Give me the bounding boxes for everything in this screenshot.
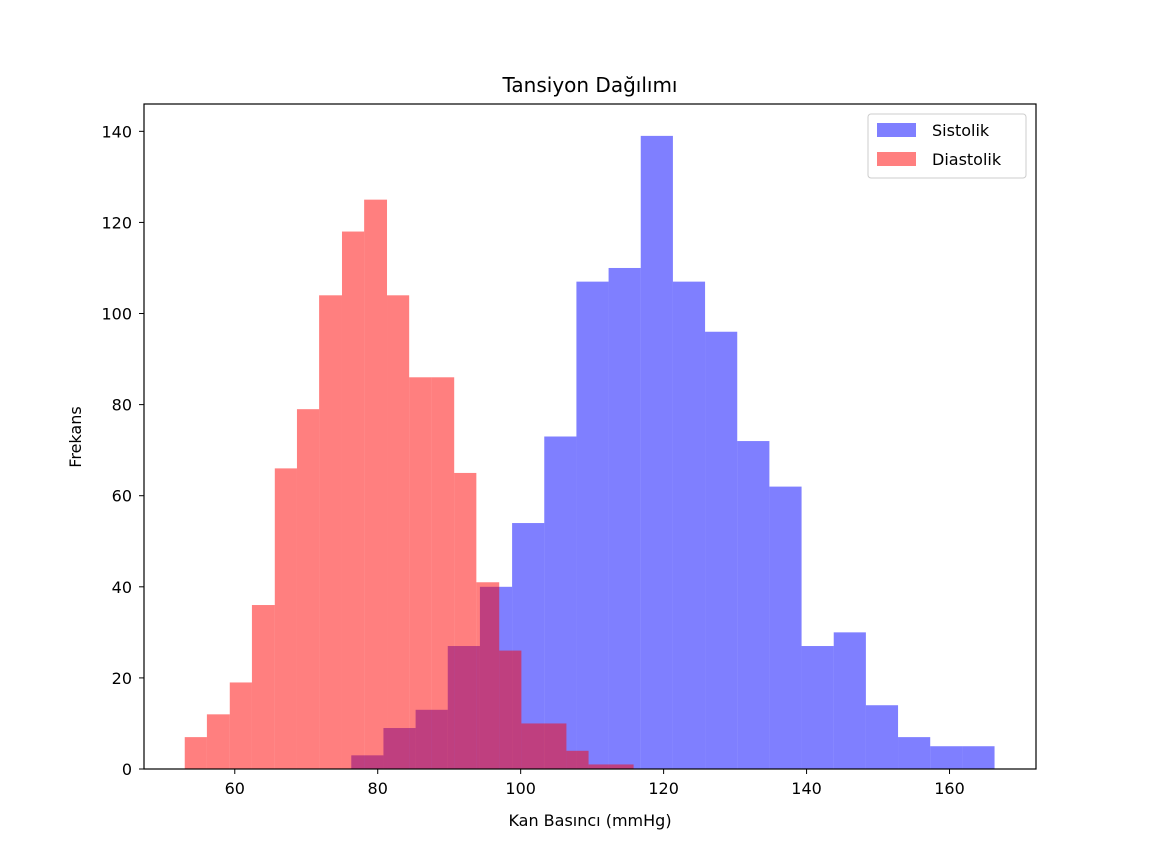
legend-label-sistolik: Sistolik <box>932 121 990 140</box>
y-tick-label-60: 60 <box>112 487 132 506</box>
axes-layer: 60 80 100 120 140 160 0 20 40 60 80 100 120 140 <box>101 103 1037 798</box>
chart-title: Tansiyon Dağılımı <box>502 73 678 97</box>
bar-sistolik-11 <box>705 331 738 769</box>
plot-frame <box>143 103 1037 770</box>
bar-sistolik-7 <box>576 281 609 769</box>
bar-sistolik-12 <box>737 441 770 769</box>
bar-diastolik-18 <box>588 764 612 769</box>
bar-diastolik-7 <box>341 231 365 769</box>
bar-diastolik-19 <box>611 764 634 769</box>
bar-sistolik-17 <box>898 737 931 769</box>
x-tick-label-100: 100 <box>505 779 536 798</box>
bar-diastolik-3 <box>251 605 275 769</box>
y-tick-label-100: 100 <box>101 305 132 324</box>
bar-sistolik-13 <box>769 486 802 769</box>
y-tick-label-80: 80 <box>112 396 132 415</box>
x-tick-label-140: 140 <box>791 779 822 798</box>
bars-layer <box>184 135 995 770</box>
bar-diastolik-11 <box>431 377 455 769</box>
bar-diastolik-13 <box>476 582 500 769</box>
legend-label-diastolik: Diastolik <box>932 150 1002 169</box>
y-tick-label-40: 40 <box>112 578 132 597</box>
x-tick-label-80: 80 <box>368 779 388 798</box>
x-tick-label-160: 160 <box>934 779 965 798</box>
legend-swatch-sistolik <box>877 123 916 137</box>
bar-diastolik-10 <box>409 377 432 769</box>
y-axis-label: Frekans <box>66 406 85 467</box>
bar-sistolik-6 <box>544 436 577 769</box>
bar-sistolik-8 <box>608 267 641 769</box>
bar-sistolik-10 <box>672 281 706 769</box>
y-tick-label-120: 120 <box>101 213 132 232</box>
legend-swatch-diastolik <box>877 152 916 166</box>
bar-diastolik-17 <box>566 750 589 769</box>
bar-diastolik-16 <box>543 723 567 769</box>
bar-diastolik-15 <box>521 723 544 769</box>
y-tick-label-0: 0 <box>122 760 132 779</box>
bar-diastolik-14 <box>499 650 522 769</box>
bar-diastolik-8 <box>364 199 388 769</box>
bar-diastolik-2 <box>229 682 252 769</box>
x-axis-label: Kan Basıncı (mmHg) <box>508 811 671 830</box>
legend: Sistolik Diastolik <box>867 113 1027 179</box>
bar-diastolik-6 <box>319 295 342 769</box>
bar-diastolik-0 <box>184 737 207 769</box>
x-tick-label-60: 60 <box>225 779 245 798</box>
bar-diastolik-5 <box>296 409 320 769</box>
x-tick-label-120: 120 <box>648 779 679 798</box>
bar-sistolik-16 <box>865 705 899 769</box>
y-tick-label-140: 140 <box>101 122 132 141</box>
bar-sistolik-18 <box>930 746 963 769</box>
bar-sistolik-9 <box>640 135 673 770</box>
bar-sistolik-19 <box>962 746 995 769</box>
bar-diastolik-9 <box>387 295 410 769</box>
bar-sistolik-15 <box>833 632 866 769</box>
bar-diastolik-4 <box>274 468 297 769</box>
bar-sistolik-14 <box>801 646 834 769</box>
y-tick-label-20: 20 <box>112 669 132 688</box>
bar-diastolik-12 <box>454 472 477 769</box>
bar-diastolik-1 <box>206 714 230 769</box>
